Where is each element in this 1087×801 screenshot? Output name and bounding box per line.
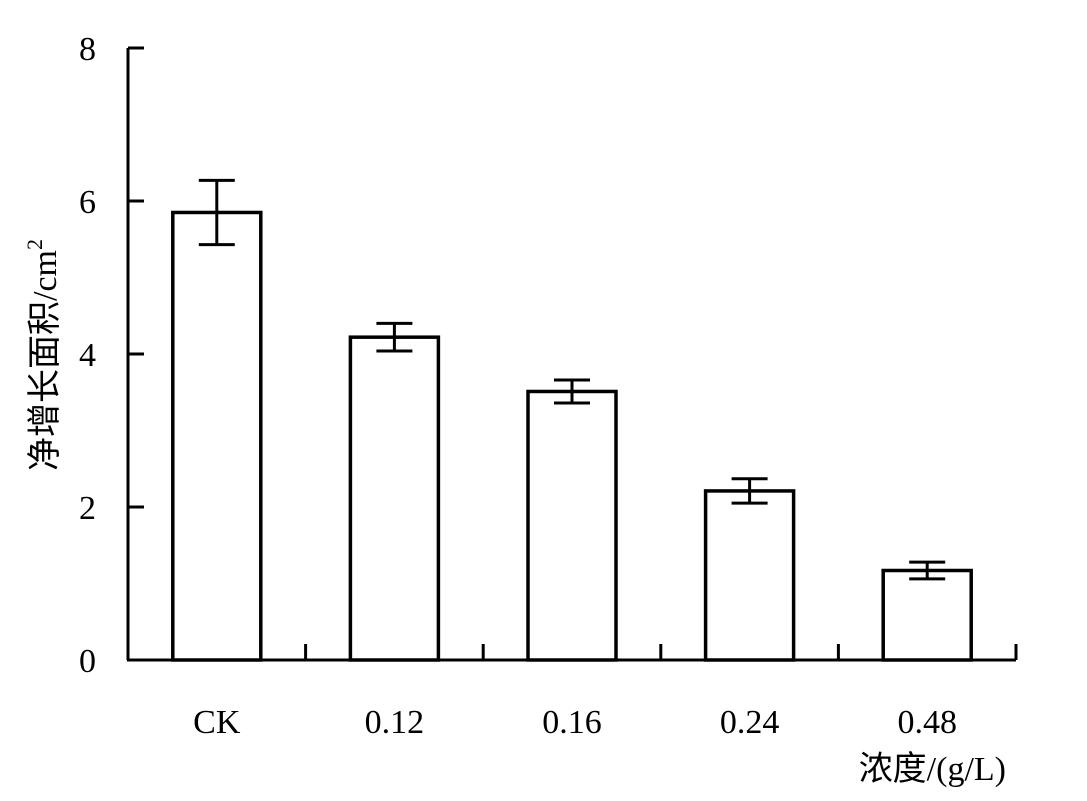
- error-bar-0.12: [376, 321, 413, 353]
- error-bar-CK: [198, 178, 235, 247]
- category-label: 0.16: [542, 704, 602, 741]
- x-ticks: [304, 644, 1018, 660]
- bar-0.24: [703, 489, 796, 662]
- y-tick-label: 0: [79, 643, 96, 680]
- bar-0.48: [881, 568, 973, 662]
- category-label: 0.48: [897, 704, 957, 741]
- category-labels: CK 0.12 0.16 0.24 0.48: [193, 704, 957, 741]
- category-label: 0.12: [365, 704, 425, 741]
- error-bar-0.48: [909, 560, 946, 581]
- error-bars: [198, 178, 946, 581]
- y-ticks: 0 2 4 6 8: [79, 31, 144, 680]
- y-tick-label: 4: [79, 337, 96, 374]
- category-label: 0.24: [720, 704, 780, 741]
- y-axis-label: 净增长面积/cm2: [22, 239, 64, 471]
- bars: [171, 210, 973, 662]
- category-label: CK: [193, 704, 241, 741]
- y-tick-label: 6: [79, 184, 96, 221]
- error-bar-0.16: [554, 378, 590, 405]
- bar-0.16: [526, 389, 618, 662]
- error-bar-0.24: [731, 477, 768, 505]
- bar-CK: [171, 210, 263, 662]
- x-axis-label: 浓度/(g/L): [859, 750, 1006, 788]
- bar-0.12: [348, 335, 441, 662]
- y-tick-label: 2: [79, 490, 96, 527]
- y-tick-label: 8: [79, 31, 96, 68]
